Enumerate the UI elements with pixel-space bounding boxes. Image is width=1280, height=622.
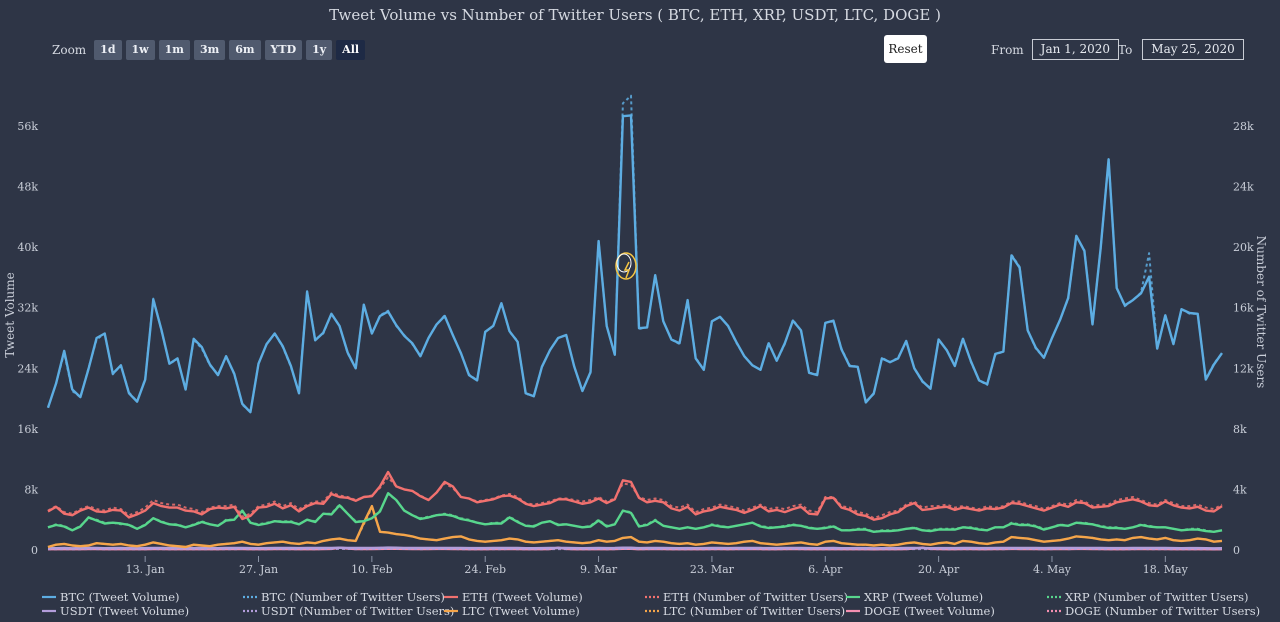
x-tick-label: 13. Jan	[126, 563, 165, 576]
zoom-1y-button[interactable]: 1y	[306, 40, 333, 60]
y-tick-label: 24k	[17, 362, 38, 375]
legend-label: DOGE (Tweet Volume)	[864, 604, 995, 618]
chart-legend: BTC (Tweet Volume) BTC (Number of Twitter…	[42, 590, 1260, 618]
series-line-xrp-number-of-twitter-users[interactable]	[47, 493, 1223, 533]
y2-tick-label: 28k	[1233, 120, 1254, 133]
x-tick-label: 9. Mar	[580, 563, 618, 576]
y-axis-right: 0 4k 8k 12k 16k 20k 24k 28k	[1233, 120, 1254, 557]
range-from: From Jan 1, 2020	[991, 39, 1119, 60]
range-to-label: To	[1118, 42, 1133, 57]
legend-item[interactable]: DOGE (Tweet Volume)	[846, 604, 995, 618]
range-to: To May 25, 2020	[1118, 39, 1244, 60]
legend-label: USDT (Number of Twitter Users)	[261, 604, 454, 618]
legend-label: USDT (Tweet Volume)	[60, 604, 189, 618]
legend-item[interactable]: DOGE (Number of Twitter Users)	[1047, 604, 1260, 618]
zoom-1d-button[interactable]: 1d	[94, 40, 122, 60]
legend-item[interactable]: LTC (Tweet Volume)	[444, 604, 580, 618]
legend-label: ETH (Tweet Volume)	[462, 590, 583, 604]
zoom-label: Zoom	[52, 43, 87, 57]
x-tick-label: 20. Apr	[918, 563, 960, 576]
legend-label: LTC (Number of Twitter Users)	[663, 604, 845, 618]
series-line-eth-tweet-volume[interactable]	[47, 470, 1223, 521]
zoom-1w-button[interactable]: 1w	[125, 40, 155, 60]
zoom-1m-button[interactable]: 1m	[158, 40, 190, 60]
series-line-btc-tweet-volume[interactable]	[46, 114, 1223, 414]
legend-item[interactable]: ETH (Number of Twitter Users)	[645, 590, 848, 604]
x-tick-label: 6. Apr	[808, 563, 843, 576]
y-tick-label: 32k	[17, 302, 38, 315]
legend-item[interactable]: BTC (Tweet Volume)	[42, 590, 180, 604]
y2-axis-title: Number of Twitter Users	[1254, 236, 1268, 389]
legend-item[interactable]: BTC (Number of Twitter Users)	[243, 590, 445, 604]
y2-tick-label: 4k	[1233, 483, 1247, 496]
range-from-input[interactable]: Jan 1, 2020	[1031, 39, 1119, 60]
legend-item[interactable]: USDT (Tweet Volume)	[42, 604, 189, 618]
series-line-btc-number-of-twitter-users[interactable]	[47, 94, 1223, 414]
legend-label: LTC (Tweet Volume)	[462, 604, 580, 618]
x-axis: 13. Jan 27. Jan 10. Feb 24. Feb 9. Mar 23. Ma…	[126, 556, 1189, 576]
range-to-input[interactable]: May 25, 2020	[1142, 39, 1244, 60]
legend-item[interactable]: USDT (Number of Twitter Users)	[243, 604, 454, 618]
series-lines	[46, 94, 1223, 551]
zoom-all-button[interactable]: All	[336, 40, 366, 60]
zoom-3m-button[interactable]: 3m	[193, 40, 226, 60]
legend-item[interactable]: ETH (Tweet Volume)	[444, 590, 583, 604]
legend-label: ETH (Number of Twitter Users)	[663, 590, 848, 604]
zoom-6m-button[interactable]: 6m	[229, 40, 261, 60]
y2-tick-label: 12k	[1233, 362, 1254, 375]
zoom-controls: Zoom 1d 1w 1m 3m 6m YTD 1y All	[52, 40, 366, 60]
legend-label: DOGE (Number of Twitter Users)	[1065, 604, 1260, 618]
y-tick-label: 16k	[17, 423, 38, 436]
legend-label: BTC (Number of Twitter Users)	[261, 590, 445, 604]
series-line-usdt-tweet-volume[interactable]	[47, 546, 1223, 550]
y-tick-label: 56k	[17, 120, 38, 133]
series-line-eth-number-of-twitter-users[interactable]	[47, 476, 1223, 520]
y2-tick-label: 8k	[1233, 423, 1247, 436]
x-tick-label: 18. May	[1143, 563, 1189, 576]
y2-tick-label: 16k	[1233, 302, 1254, 315]
legend-label: XRP (Number of Twitter Users)	[1065, 590, 1249, 604]
y-tick-label: 0	[31, 544, 38, 557]
x-tick-label: 10. Feb	[351, 563, 393, 576]
x-tick-label: 4. May	[1033, 563, 1072, 576]
y2-tick-label: 24k	[1233, 181, 1254, 194]
y-axis-title: Tweet Volume	[3, 272, 17, 358]
y2-tick-label: 20k	[1233, 241, 1254, 254]
legend-item[interactable]: XRP (Number of Twitter Users)	[1047, 590, 1249, 604]
x-tick-label: 24. Feb	[464, 563, 506, 576]
range-from-label: From	[991, 42, 1024, 57]
series-line-ltc-tweet-volume[interactable]	[47, 504, 1223, 549]
x-tick-label: 27. Jan	[239, 563, 278, 576]
y-tick-label: 48k	[17, 181, 38, 194]
legend-label: BTC (Tweet Volume)	[60, 590, 180, 604]
y2-tick-label: 0	[1233, 544, 1240, 557]
x-tick-label: 23. Mar	[690, 563, 735, 576]
legend-item[interactable]: XRP (Tweet Volume)	[846, 590, 983, 604]
legend-item[interactable]: LTC (Number of Twitter Users)	[645, 604, 845, 618]
highcharts-credit-icon	[615, 252, 637, 280]
series-line-xrp-tweet-volume[interactable]	[47, 492, 1223, 533]
y-tick-label: 8k	[24, 483, 38, 496]
chart-title: Tweet Volume vs Number of Twitter Users …	[329, 6, 941, 24]
y-axis-left: 0 8k 16k 24k 32k 40k 48k 56k	[17, 120, 38, 557]
reset-zoom-button[interactable]: Reset	[884, 35, 927, 63]
legend-label: XRP (Tweet Volume)	[864, 590, 983, 604]
zoom-ytd-button[interactable]: YTD	[264, 40, 303, 60]
y-tick-label: 40k	[17, 241, 38, 254]
